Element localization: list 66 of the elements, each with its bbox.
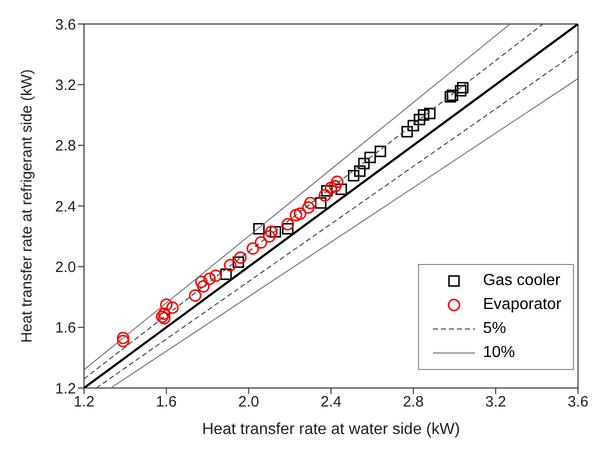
y-tick-label: 1.6 — [55, 320, 76, 337]
point — [330, 175, 344, 188]
x-tick-label: 2.4 — [320, 394, 342, 411]
point — [254, 236, 268, 249]
point — [328, 180, 342, 193]
point — [224, 258, 236, 272]
y-tick-label: 2.8 — [55, 138, 76, 155]
point — [318, 189, 332, 202]
point — [456, 82, 468, 94]
y-tick-label: 3.6 — [55, 16, 76, 34]
point — [364, 152, 376, 164]
x-tick-label: 1.6 — [156, 394, 177, 411]
x-tick-label: 1.2 — [74, 394, 94, 411]
y-tick-label: 2.4 — [55, 198, 76, 216]
point — [195, 276, 208, 288]
point — [156, 310, 168, 323]
point — [354, 165, 366, 177]
y-axis-title: Heat transfer rate at refrigerant side (kW) — [18, 69, 36, 343]
point — [265, 226, 278, 238]
point — [358, 158, 370, 170]
point — [304, 196, 317, 210]
point — [414, 114, 426, 126]
point — [209, 270, 222, 282]
point — [160, 298, 173, 311]
point — [290, 208, 302, 222]
point — [401, 126, 413, 138]
legend-label: 10% — [483, 344, 516, 362]
point — [302, 201, 315, 214]
point — [408, 120, 420, 132]
point — [234, 251, 247, 264]
point — [166, 301, 179, 314]
point — [454, 84, 466, 96]
point — [282, 223, 294, 234]
point — [263, 230, 276, 243]
point — [321, 185, 333, 197]
legend-label: Gas cooler — [483, 272, 560, 290]
point — [314, 197, 326, 209]
point — [253, 223, 265, 234]
point — [348, 170, 360, 182]
x-axis-title: Heat transfer rate at water side (kW) — [202, 421, 460, 438]
legend-label: 5% — [483, 320, 506, 338]
point — [282, 218, 294, 230]
point — [203, 272, 216, 286]
point — [232, 256, 244, 268]
y-tick-label: 2.0 — [55, 258, 76, 276]
point — [294, 207, 306, 220]
point — [116, 334, 130, 348]
y-tick-label: 3.2 — [55, 76, 76, 94]
point — [197, 280, 210, 293]
point — [418, 109, 430, 121]
point — [270, 226, 282, 238]
y-tick-label: 1.2 — [55, 380, 76, 398]
point — [220, 268, 232, 280]
point — [158, 307, 171, 320]
x-tick-label: 2.0 — [238, 394, 260, 411]
point — [116, 332, 130, 344]
x-tick-label: 3.6 — [568, 394, 588, 411]
point — [424, 108, 436, 120]
point — [246, 242, 260, 255]
point — [188, 289, 202, 302]
x-tick-label: 3.2 — [485, 394, 506, 411]
point — [324, 182, 338, 194]
x-tick-label: 2.8 — [402, 394, 424, 411]
legend-label: Evaporator — [483, 296, 562, 314]
point — [158, 312, 171, 324]
point — [374, 146, 386, 158]
